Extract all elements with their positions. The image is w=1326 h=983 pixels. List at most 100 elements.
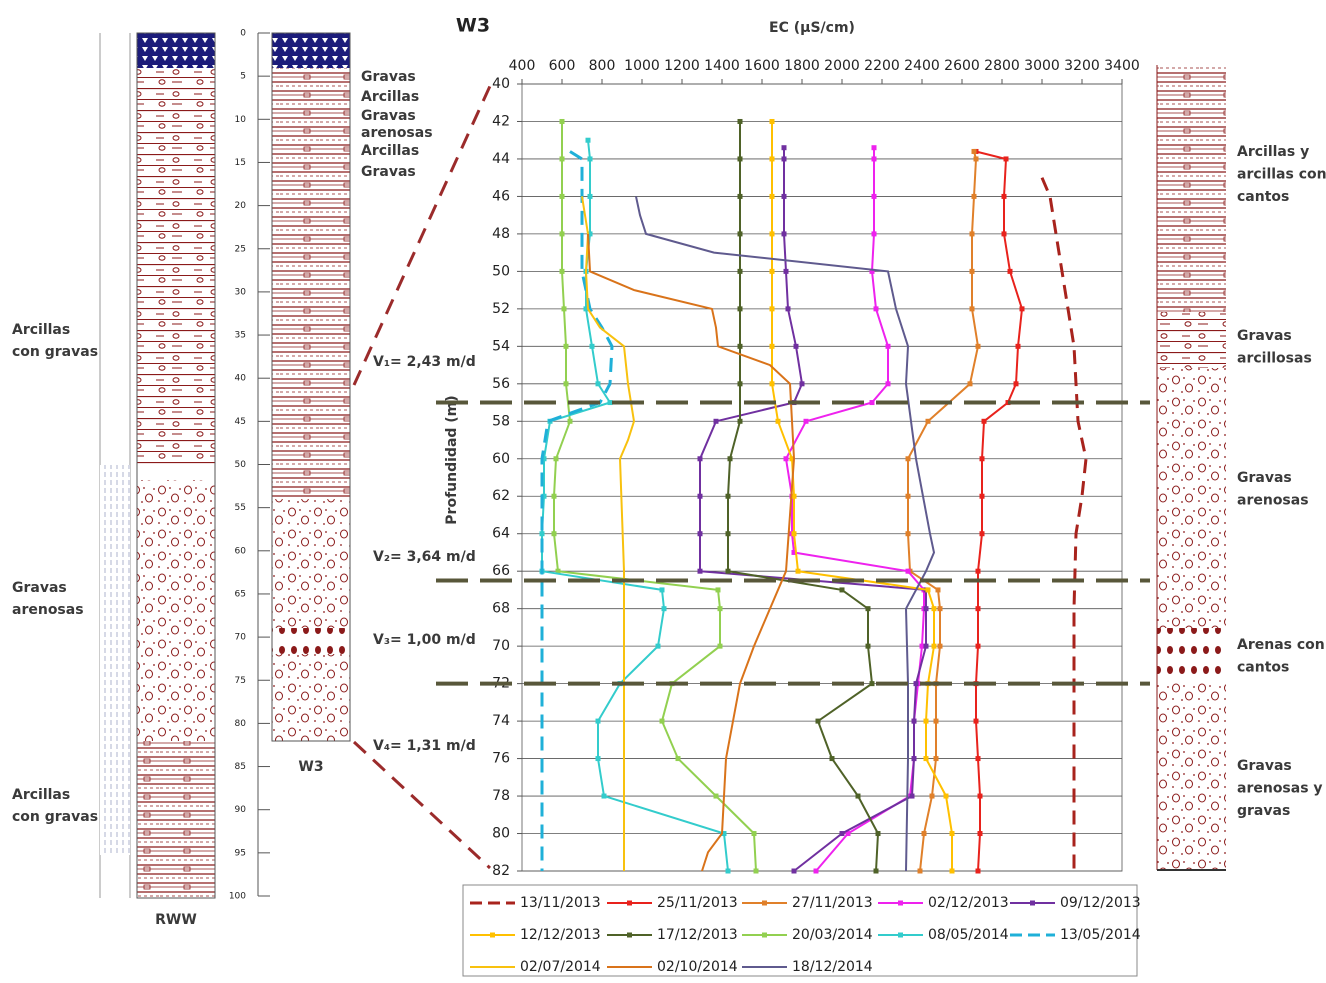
lithology xyxy=(1157,628,1226,683)
data-point xyxy=(870,400,875,405)
data-point xyxy=(910,794,915,799)
data-point xyxy=(560,156,565,161)
lithology-label: Gravas xyxy=(1237,328,1292,344)
lithology xyxy=(272,68,350,499)
lithology-label: arenosas y xyxy=(1237,781,1323,797)
data-point xyxy=(950,869,955,874)
data-point xyxy=(980,494,985,499)
x-tick-label: 1200 xyxy=(664,58,700,74)
y-tick-label: 42 xyxy=(492,113,510,129)
data-point xyxy=(596,719,601,724)
data-point xyxy=(978,794,983,799)
legend-marker xyxy=(627,901,632,906)
data-point xyxy=(608,400,613,405)
lithology-label: arenosas xyxy=(361,125,433,141)
x-tick-label: 2000 xyxy=(824,58,860,74)
data-point xyxy=(656,644,661,649)
data-point xyxy=(588,194,593,199)
y-tick-label: 54 xyxy=(492,338,510,354)
data-point xyxy=(906,531,911,536)
legend-label: 25/11/2013 xyxy=(657,895,738,911)
log-tick-label: 100 xyxy=(229,892,246,902)
data-point xyxy=(926,587,931,592)
data-point xyxy=(718,606,723,611)
data-point xyxy=(978,831,983,836)
y-tick-label: 70 xyxy=(492,638,510,654)
data-point xyxy=(924,719,929,724)
data-point xyxy=(586,138,591,143)
y-axis-label: Profundidad (m) xyxy=(444,395,460,524)
x-axis-label: EC (µS/cm) xyxy=(769,20,855,36)
legend-label: 02/10/2014 xyxy=(657,959,738,975)
data-point xyxy=(770,344,775,349)
legend-label: 02/07/2014 xyxy=(520,959,601,975)
data-point xyxy=(872,156,877,161)
data-point xyxy=(1020,306,1025,311)
data-point xyxy=(918,869,923,874)
data-point xyxy=(932,606,937,611)
data-point xyxy=(716,587,721,592)
x-tick-label: 2600 xyxy=(944,58,980,74)
data-point xyxy=(934,756,939,761)
lithology-label: Gravas xyxy=(361,108,416,124)
y-tick-label: 56 xyxy=(492,376,510,392)
data-point xyxy=(976,756,981,761)
data-point xyxy=(770,306,775,311)
data-point xyxy=(970,269,975,274)
lithology-label: Arcillas xyxy=(12,787,70,803)
data-point xyxy=(872,145,877,150)
data-point xyxy=(698,494,703,499)
data-point xyxy=(934,719,939,724)
y-tick-label: 60 xyxy=(492,451,510,467)
data-point xyxy=(794,344,799,349)
y-tick-label: 46 xyxy=(492,188,510,204)
data-point xyxy=(784,456,789,461)
data-point xyxy=(698,456,703,461)
data-point xyxy=(552,531,557,536)
data-point xyxy=(796,569,801,574)
velocity-label: V₃= 1,00 m/d xyxy=(373,632,476,648)
velocity-label: V₄= 1,31 m/d xyxy=(373,738,476,754)
data-point xyxy=(596,381,601,386)
data-point xyxy=(856,794,861,799)
legend-marker xyxy=(1030,901,1035,906)
legend-label: 13/11/2013 xyxy=(520,895,601,911)
data-point xyxy=(660,719,665,724)
data-point xyxy=(782,145,787,150)
lithology-label: gravas xyxy=(1237,803,1290,819)
log-tick-label: 50 xyxy=(235,460,247,470)
lithology-label: Arcillas y xyxy=(1237,144,1309,160)
data-point xyxy=(792,531,797,536)
data-point xyxy=(906,569,911,574)
data-point xyxy=(540,531,545,536)
data-point xyxy=(980,531,985,536)
log-tick-label: 5 xyxy=(240,72,246,82)
y-tick-label: 66 xyxy=(492,563,510,579)
data-point xyxy=(562,306,567,311)
data-point xyxy=(738,194,743,199)
data-point xyxy=(590,344,595,349)
data-point xyxy=(1008,269,1013,274)
x-tick-label: 3200 xyxy=(1064,58,1100,74)
data-point xyxy=(876,831,881,836)
velocity-label: V₁= 2,43 m/d xyxy=(373,354,476,370)
data-point xyxy=(816,719,821,724)
data-point xyxy=(886,381,891,386)
legend-label: 02/12/2013 xyxy=(928,895,1009,911)
plot-area xyxy=(522,84,1122,871)
data-point xyxy=(932,644,937,649)
data-point xyxy=(976,344,981,349)
log-tick-label: 25 xyxy=(235,244,246,254)
lithology-label: Arcillas xyxy=(361,89,419,105)
data-point xyxy=(660,587,665,592)
legend-label: 12/12/2013 xyxy=(520,927,601,943)
legend-label: 27/11/2013 xyxy=(792,895,873,911)
lithology-label: Gravas xyxy=(1237,758,1292,774)
data-point xyxy=(752,831,757,836)
data-point xyxy=(782,156,787,161)
x-tick-label: 600 xyxy=(549,58,576,74)
legend-label: 08/05/2014 xyxy=(928,927,1009,943)
column-name: W3 xyxy=(298,759,323,775)
data-point xyxy=(938,606,943,611)
log-tick-label: 30 xyxy=(235,287,247,297)
